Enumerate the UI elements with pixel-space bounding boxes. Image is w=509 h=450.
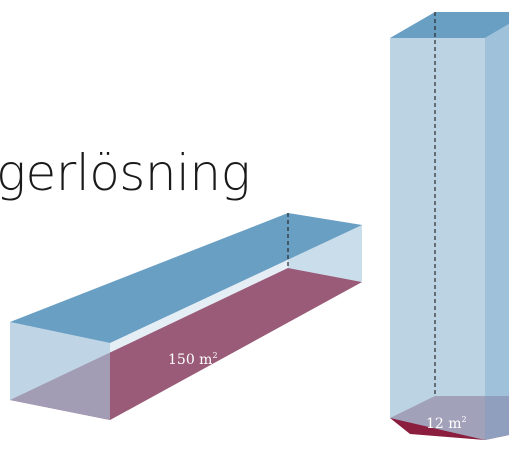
wide-box: 150 m2 [10,213,362,420]
tall-box-front-face [390,38,485,440]
wide-box-long-side [110,225,362,420]
wide-box-front-face [10,322,110,420]
wide-box-top-face [10,213,362,343]
tall-box-side-face [485,24,509,440]
wide-box-area-label: 150 m2 [168,351,218,368]
tall-box: 12 m2 [390,12,509,440]
heading-text: gerlösning [0,144,250,202]
tall-box-top-face [390,12,509,38]
tall-box-area-label: 12 m2 [426,415,467,432]
